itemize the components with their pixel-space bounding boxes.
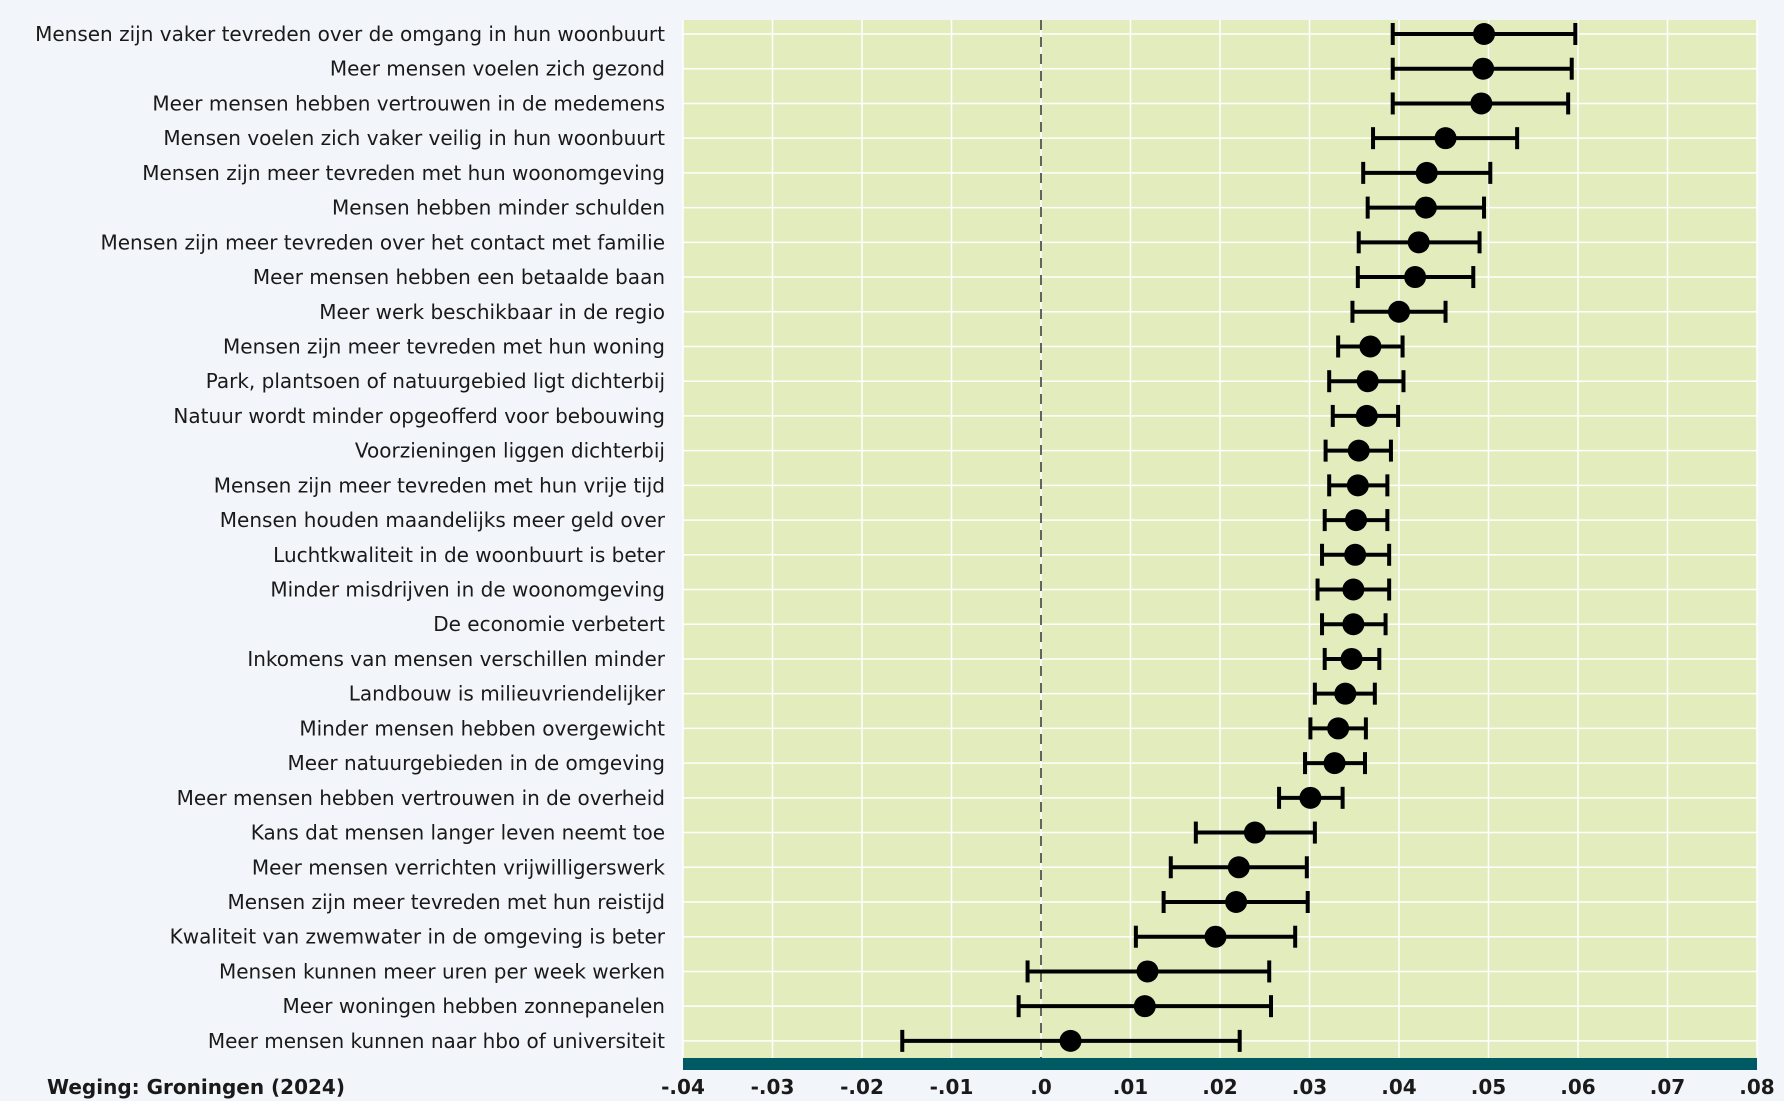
point-estimate (1470, 92, 1493, 115)
category-label: Kans dat mensen langer leven neemt toe (251, 821, 665, 845)
category-label: Meer natuurgebieden in de omgeving (288, 751, 665, 775)
point-estimate (1243, 821, 1266, 844)
point-estimate (1136, 960, 1159, 983)
category-label: Natuur wordt minder opgeofferd voor bebo… (173, 404, 665, 428)
category-label: Meer woningen hebben zonnepanelen (282, 994, 665, 1018)
category-label: Meer mensen hebben een betaalde baan (253, 265, 665, 289)
category-label: Mensen zijn meer tevreden met hun vrije … (214, 473, 665, 497)
point-estimate (1225, 891, 1248, 913)
x-tick-label: .02 (1202, 1075, 1237, 1099)
point-estimate (1346, 474, 1369, 497)
category-label: Meer werk beschikbaar in de regio (319, 300, 665, 324)
point-estimate (1059, 1029, 1082, 1052)
category-label: Mensen zijn vaker tevreden over de omgan… (35, 22, 665, 46)
point-estimate (1344, 543, 1367, 566)
category-label: Minder misdrijven in de woonomgeving (270, 578, 665, 602)
point-estimate (1472, 57, 1495, 80)
gridlines (682, 20, 1758, 1058)
x-axis-bar (683, 1058, 1757, 1070)
x-tick-label: -.01 (930, 1075, 974, 1099)
point-estimate (1434, 127, 1457, 150)
x-tick-label: .03 (1292, 1075, 1327, 1099)
category-label: Mensen zijn meer tevreden met hun reisti… (228, 890, 666, 914)
point-estimate (1340, 647, 1363, 670)
category-label: Meer mensen voelen zich gezond (330, 57, 665, 81)
point-estimate (1345, 509, 1368, 532)
category-label: Mensen zijn meer tevreden met hun woning (223, 334, 665, 358)
point-estimate (1355, 404, 1378, 427)
x-tick-label: -.03 (751, 1075, 795, 1099)
x-tick-label: .05 (1471, 1075, 1506, 1099)
category-label: Minder mensen hebben overgewicht (299, 716, 665, 740)
point-estimate (1388, 300, 1410, 323)
point-estimate (1407, 231, 1430, 254)
x-tick-label: .04 (1381, 1075, 1416, 1099)
point-estimate (1334, 682, 1357, 705)
point-estimate (1299, 786, 1322, 809)
point-estimate (1323, 752, 1346, 775)
point-estimate (1133, 995, 1156, 1018)
category-label: Landbouw is milieuvriendelijker (349, 682, 666, 706)
category-label: De economie verbetert (433, 612, 665, 636)
category-label: Voorzieningen liggen dichterbij (355, 439, 665, 463)
x-tick-label: .01 (1113, 1075, 1148, 1099)
category-label: Kwaliteit van zwemwater in de omgeving i… (170, 925, 666, 949)
category-label: Mensen voelen zich vaker veilig in hun w… (163, 126, 665, 150)
point-estimate (1342, 613, 1365, 636)
category-label: Meer mensen verrichten vrijwilligerswerk (252, 855, 666, 879)
point-estimate (1356, 370, 1379, 393)
category-label: Mensen zijn meer tevreden met hun woonom… (142, 161, 665, 185)
category-label: Mensen hebben minder schulden (332, 196, 665, 220)
x-tick-label: .07 (1650, 1075, 1685, 1099)
category-label: Mensen kunnen meer uren per week werken (219, 959, 665, 983)
point-estimate (1227, 856, 1250, 879)
category-label: Meer mensen hebben vertrouwen in de over… (177, 786, 665, 810)
category-label: Park, plantsoen of natuurgebied ligt dic… (206, 369, 665, 393)
x-tick-label: .0 (1030, 1075, 1052, 1099)
point-estimate (1327, 717, 1350, 740)
data-marks (900, 23, 1578, 1052)
x-tick-label: -.04 (661, 1075, 705, 1099)
category-label: Mensen houden maandelijks meer geld over (220, 508, 666, 532)
category-label: Mensen zijn meer tevreden over het conta… (101, 230, 666, 254)
x-tick-label: -.02 (840, 1075, 884, 1099)
x-tick-label: .08 (1739, 1075, 1774, 1099)
category-label: Meer mensen hebben vertrouwen in de mede… (152, 91, 665, 115)
x-tick-label: .06 (1560, 1075, 1595, 1099)
point-estimate (1204, 925, 1227, 948)
point-estimate (1342, 578, 1365, 601)
weighting-footnote: Weging: Groningen (2024) (47, 1075, 345, 1099)
category-label: Luchtkwaliteit in de woonbuurt is beter (273, 543, 666, 567)
point-estimate (1414, 196, 1437, 219)
x-axis-ticks: -.04 -.03 -.02 -.01 .0 .01 .02 .03 .04 .05 .06 .07.… (661, 1075, 1775, 1099)
category-label: Meer mensen kunnen naar hbo of universit… (208, 1029, 665, 1053)
point-estimate (1415, 161, 1438, 184)
point-estimate (1347, 439, 1370, 462)
point-estimate (1404, 266, 1427, 289)
point-estimate (1473, 23, 1496, 45)
point-estimate (1359, 335, 1382, 358)
category-label: Inkomens van mensen verschillen minder (247, 647, 665, 671)
category-labels: Mensen zijn vaker tevreden over de omgan… (35, 22, 666, 1053)
